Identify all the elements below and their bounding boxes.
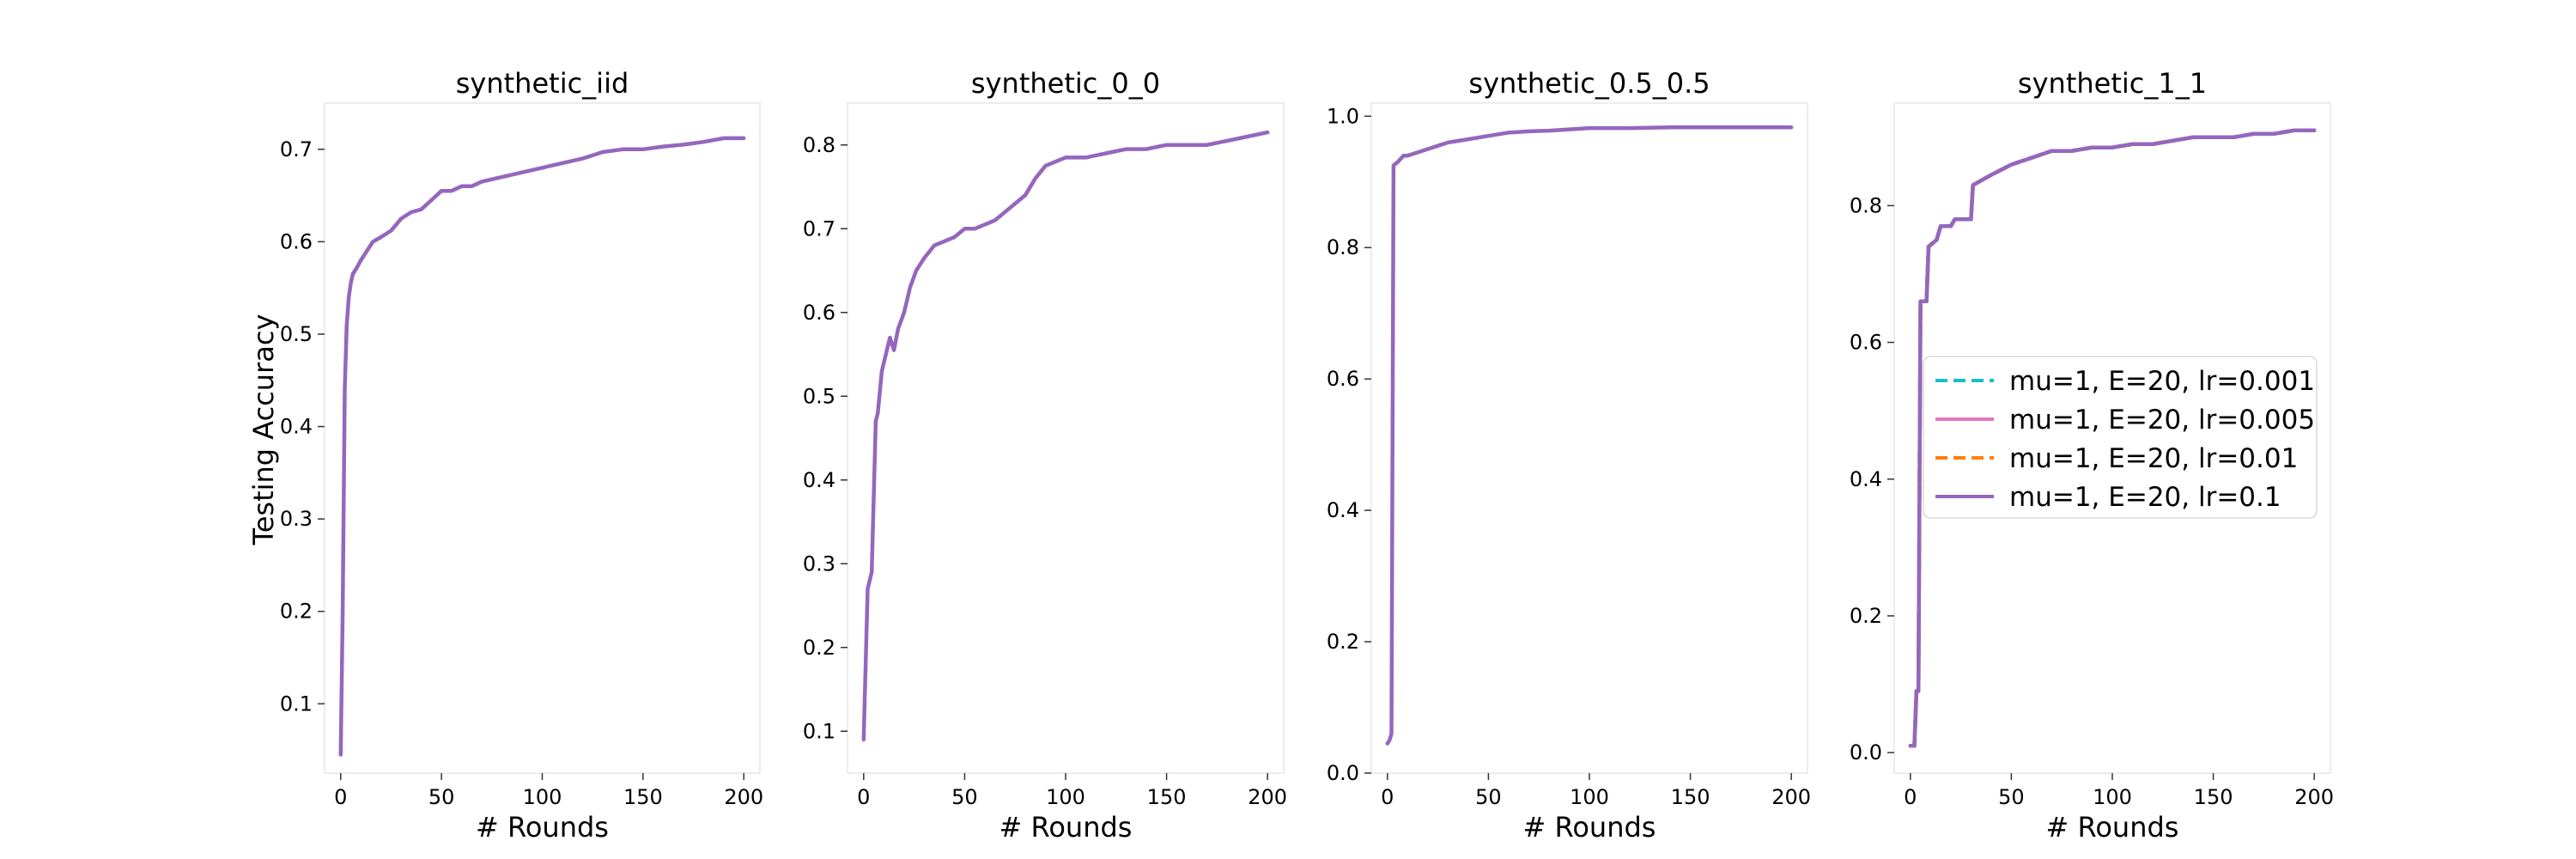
x-tick-label: 200 [1248,785,1287,809]
series-line-1 [338,136,746,757]
y-tick-label: 0.8 [1327,235,1359,259]
legend: mu=1, E=20, lr=0.001 mu=1, E=20, lr=0.005… [1923,356,2318,519]
chart-panel-2: synthetic_0_0 0 50 100 150 200 0.1 0.2 0.3 0.4 0.5… [803,67,1287,844]
y-tick-label: 0.6 [280,229,313,253]
x-tick-label: 50 [1475,785,1502,809]
x-tick-label: 100 [523,785,562,809]
y-tick-label: 0.5 [803,384,835,408]
plot-frame [1370,102,1808,774]
chart-panel-4: synthetic_1_1 0 50 100 150 200 0.0 0.2 0.4 0.6 0.8… [1850,67,2334,844]
y-tick-label: 0.2 [280,600,313,624]
x-tick-label: 200 [1771,785,1811,809]
y-tick-label: 1.0 [1327,104,1359,128]
y-tick-label: 0.6 [803,301,835,325]
legend-label: mu=1, E=20, lr=0.01 [2009,443,2298,474]
legend-label: mu=1, E=20, lr=0.001 [2009,366,2315,397]
y-tick-label: 0.7 [803,216,835,241]
y-tick-label: 0.0 [1850,740,1882,765]
chart-panel-1: synthetic_iid 0 50 100 150 200 0.1 0.2 0.3 0.4 0.5… [280,67,763,844]
chart-panel-3: synthetic_0.5_0.5 0 50 100 150 200 0.0 0.2 0.4 0.… [1327,67,1811,844]
x-axis-label: # Rounds [1523,811,1656,844]
y-tick-label: 0.4 [803,468,835,492]
y-tick-label: 0.7 [280,137,313,161]
x-tick-label: 100 [1046,785,1085,809]
x-tick-label: 100 [2093,785,2132,809]
legend-label: mu=1, E=20, lr=0.1 [2009,482,2281,513]
y-tick-label: 0.1 [803,719,835,743]
y-tick-label: 0.6 [1327,367,1359,391]
x-tick-label: 50 [428,785,455,809]
plot-frame [847,102,1285,774]
x-tick-label: 150 [1671,785,1710,809]
y-tick-label: 0.0 [1327,761,1359,785]
x-tick-label: 0 [334,785,347,809]
legend-box [1923,356,2318,519]
y-axis-label: Testing Accuracy [247,314,280,546]
y-tick-label: 0.6 [1850,331,1882,355]
x-tick-label: 200 [2294,785,2334,809]
x-tick-label: 50 [951,785,978,809]
x-tick-label: 0 [1381,785,1394,809]
y-tick-label: 0.4 [1850,467,1882,491]
y-tick-label: 0.1 [280,691,313,716]
x-axis-label: # Rounds [476,811,609,844]
series-line-1 [861,130,1270,742]
x-tick-label: 0 [857,785,870,809]
legend-label: mu=1, E=20, lr=0.005 [2009,405,2315,436]
x-tick-label: 0 [1904,785,1917,809]
panel-title: synthetic_0.5_0.5 [1468,67,1710,100]
x-tick-label: 150 [2194,785,2233,809]
y-tick-label: 0.2 [1327,630,1359,654]
x-tick-label: 150 [1147,785,1187,809]
y-tick-label: 0.8 [1850,193,1882,217]
panel-title: synthetic_1_1 [2018,67,2207,100]
x-axis-label: # Rounds [999,811,1133,844]
x-tick-label: 200 [724,785,763,809]
panel-title: synthetic_0_0 [971,67,1160,100]
y-tick-label: 0.5 [280,322,313,346]
series-line-1 [1385,125,1794,746]
y-tick-label: 0.4 [1327,498,1359,522]
x-tick-label: 50 [1998,785,2025,809]
panel-title: synthetic_iid [456,67,629,100]
x-axis-label: # Rounds [2046,811,2179,844]
x-tick-label: 150 [623,785,663,809]
y-tick-label: 0.8 [803,133,835,157]
plot-frame [324,102,761,774]
series-line-4 [1908,128,2317,748]
y-tick-label: 0.4 [280,415,313,439]
x-tick-label: 100 [1570,785,1609,809]
y-tick-label: 0.2 [803,636,835,660]
y-tick-label: 0.3 [280,507,313,531]
y-tick-label: 0.3 [803,551,835,576]
y-tick-label: 0.2 [1850,604,1882,628]
